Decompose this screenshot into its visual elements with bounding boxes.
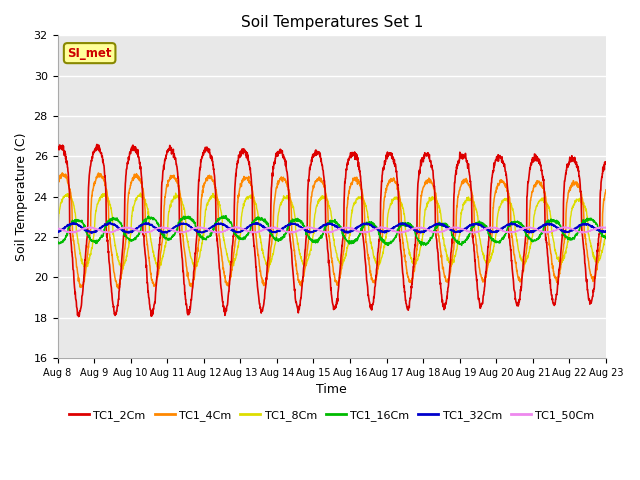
Title: Soil Temperatures Set 1: Soil Temperatures Set 1: [241, 15, 423, 30]
X-axis label: Time: Time: [316, 383, 347, 396]
Y-axis label: Soil Temperature (C): Soil Temperature (C): [15, 132, 28, 261]
Legend: TC1_2Cm, TC1_4Cm, TC1_8Cm, TC1_16Cm, TC1_32Cm, TC1_50Cm: TC1_2Cm, TC1_4Cm, TC1_8Cm, TC1_16Cm, TC1…: [65, 406, 599, 425]
Text: SI_met: SI_met: [67, 47, 112, 60]
